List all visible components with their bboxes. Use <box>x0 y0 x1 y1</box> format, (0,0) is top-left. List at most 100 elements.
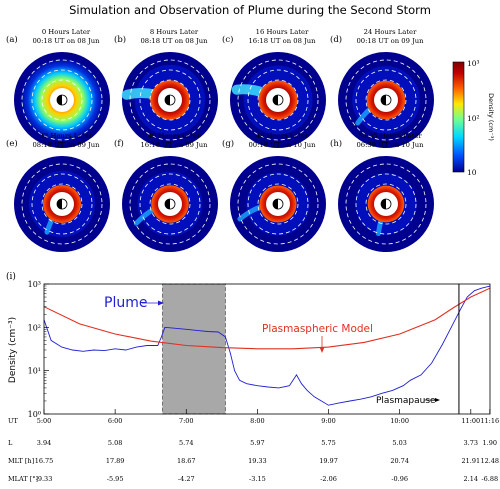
panel-time: 16:18 UT on 09 Jun <box>140 141 208 149</box>
earth-night-side <box>381 199 386 209</box>
x-tick-label: 5:00 <box>37 417 52 425</box>
panel-hours: 54.35 Hours Later <box>358 132 422 140</box>
x-tick-label: 10:00 <box>390 417 409 425</box>
orbit-table: L 3.94 5.08 5.74 5.97 5.75 5.03 3.73 1.90 MLT [h]… <box>8 439 499 483</box>
panel-label: (e) <box>6 138 18 149</box>
earth-night-side <box>57 95 62 105</box>
orbit-value: 1.90 <box>483 439 497 447</box>
plume-annotation: Plume <box>104 295 147 311</box>
orbit-row-label: MLT [h] <box>8 457 34 465</box>
model-arrowhead <box>319 347 325 353</box>
panel-hours: 48 Hours Later <box>256 132 309 140</box>
panel-time: 08:18 UT on 08 Jun <box>140 37 208 45</box>
earth-night-side <box>273 199 278 209</box>
earth-night-side <box>381 95 386 105</box>
panel-label: (c) <box>222 34 233 45</box>
orbit-value: 18.67 <box>177 457 196 465</box>
model-density-line <box>44 287 490 350</box>
y-axis: 10⁰ 10¹ 10² 10³ <box>28 280 49 419</box>
ut-row-label: UT <box>8 417 18 425</box>
y-tick-label: 10³ <box>28 280 41 289</box>
orbit-value: -2.06 <box>320 475 337 483</box>
l-shell-ring <box>21 163 103 245</box>
l-shell-ring <box>139 69 201 131</box>
l-shell-ring <box>41 79 83 121</box>
panel-label: (h) <box>330 138 342 149</box>
colorbar-gradient <box>452 61 465 173</box>
orbit-value: 12.48 <box>480 457 499 465</box>
l-shell-ring <box>237 59 319 141</box>
y-tick-label: 10⁰ <box>28 410 41 419</box>
orbit-value: 2.14 <box>464 475 478 483</box>
orbit-value: 20.74 <box>390 457 409 465</box>
plot-frame <box>43 283 491 415</box>
orbit-row-label: L <box>8 439 13 447</box>
earth-night-side <box>57 199 62 209</box>
orbit-value: -0.96 <box>391 475 408 483</box>
l-shell-ring <box>365 79 407 121</box>
y-axis-label: Density (cm⁻³) <box>8 317 18 383</box>
orbit-value: -4.27 <box>178 475 195 483</box>
l-shell-ring <box>247 173 309 235</box>
l-shell-ring <box>237 163 319 245</box>
panel-time: 06:39 UT on 10 Jun <box>356 141 424 149</box>
density-chart: 10⁰ 10¹ 10² 10³ 5:00 6:00 7:00 8:00 9:00 10:00 11… <box>8 280 499 425</box>
figure-title: Simulation and Observation of Plume duri… <box>69 3 431 17</box>
panel-hours: 16 Hours Later <box>256 28 309 36</box>
panel-time: 00:18 UT on 10 Jun <box>248 141 316 149</box>
panel-time: 00:18 UT on 08 Jun <box>32 37 100 45</box>
shaded-interval <box>162 283 226 415</box>
panel-hours: 32 Hours Later <box>40 132 93 140</box>
l-shell-ring <box>31 173 93 235</box>
orbit-value: 19.97 <box>319 457 338 465</box>
panel-time: 16:18 UT on 08 Jun <box>248 37 316 45</box>
l-shell-ring <box>365 183 407 225</box>
panel-label-i: (i) <box>6 271 16 282</box>
orbit-value: 3.73 <box>464 439 478 447</box>
orbit-value: 5.97 <box>250 439 264 447</box>
plasmapause-arrowhead <box>435 398 440 402</box>
orbit-value: 5.74 <box>179 439 193 447</box>
orbit-value: -5.95 <box>107 475 124 483</box>
x-tick-label: 7:00 <box>179 417 194 425</box>
y-tick-label: 10² <box>28 323 41 332</box>
panel-hours: 0 Hours Later <box>42 28 91 36</box>
l-shell-ring <box>129 59 211 141</box>
orbit-value: 5.08 <box>108 439 122 447</box>
l-shell-ring <box>257 183 299 225</box>
orbit-value: 17.89 <box>106 457 125 465</box>
orbit-value: -6.88 <box>481 475 498 483</box>
l-shell-ring <box>355 173 417 235</box>
earth-night-side <box>273 95 278 105</box>
orbit-value: -3.15 <box>249 475 266 483</box>
x-tick-label: 9:00 <box>321 417 336 425</box>
x-tick-label: 11:00 <box>461 417 480 425</box>
colorbar-tick-mid: 10² <box>467 114 480 123</box>
l-shell-ring <box>345 59 427 141</box>
l-shell-ring <box>31 69 93 131</box>
panel-time: 08:18 UT on 09 Jun <box>32 141 100 149</box>
l-shell-ring <box>21 59 103 141</box>
orbit-row-label: MLAT [°] <box>8 475 38 483</box>
earth-night-side <box>165 95 170 105</box>
l-shell-ring <box>129 163 211 245</box>
colorbar-tick-low: 10 <box>467 168 477 177</box>
y-tick-label: 10¹ <box>28 367 41 376</box>
orbit-value: 5.03 <box>392 439 406 447</box>
panel-hours: 40 Hours Later <box>148 132 201 140</box>
panel-label: (f) <box>114 138 124 149</box>
l-shell-ring <box>149 79 191 121</box>
observed-density-line <box>44 285 490 406</box>
x-axis: 5:00 6:00 7:00 8:00 9:00 10:00 11:00 11:16 <box>37 409 499 425</box>
l-shell-ring <box>149 183 191 225</box>
panel-label: (b) <box>114 34 126 45</box>
